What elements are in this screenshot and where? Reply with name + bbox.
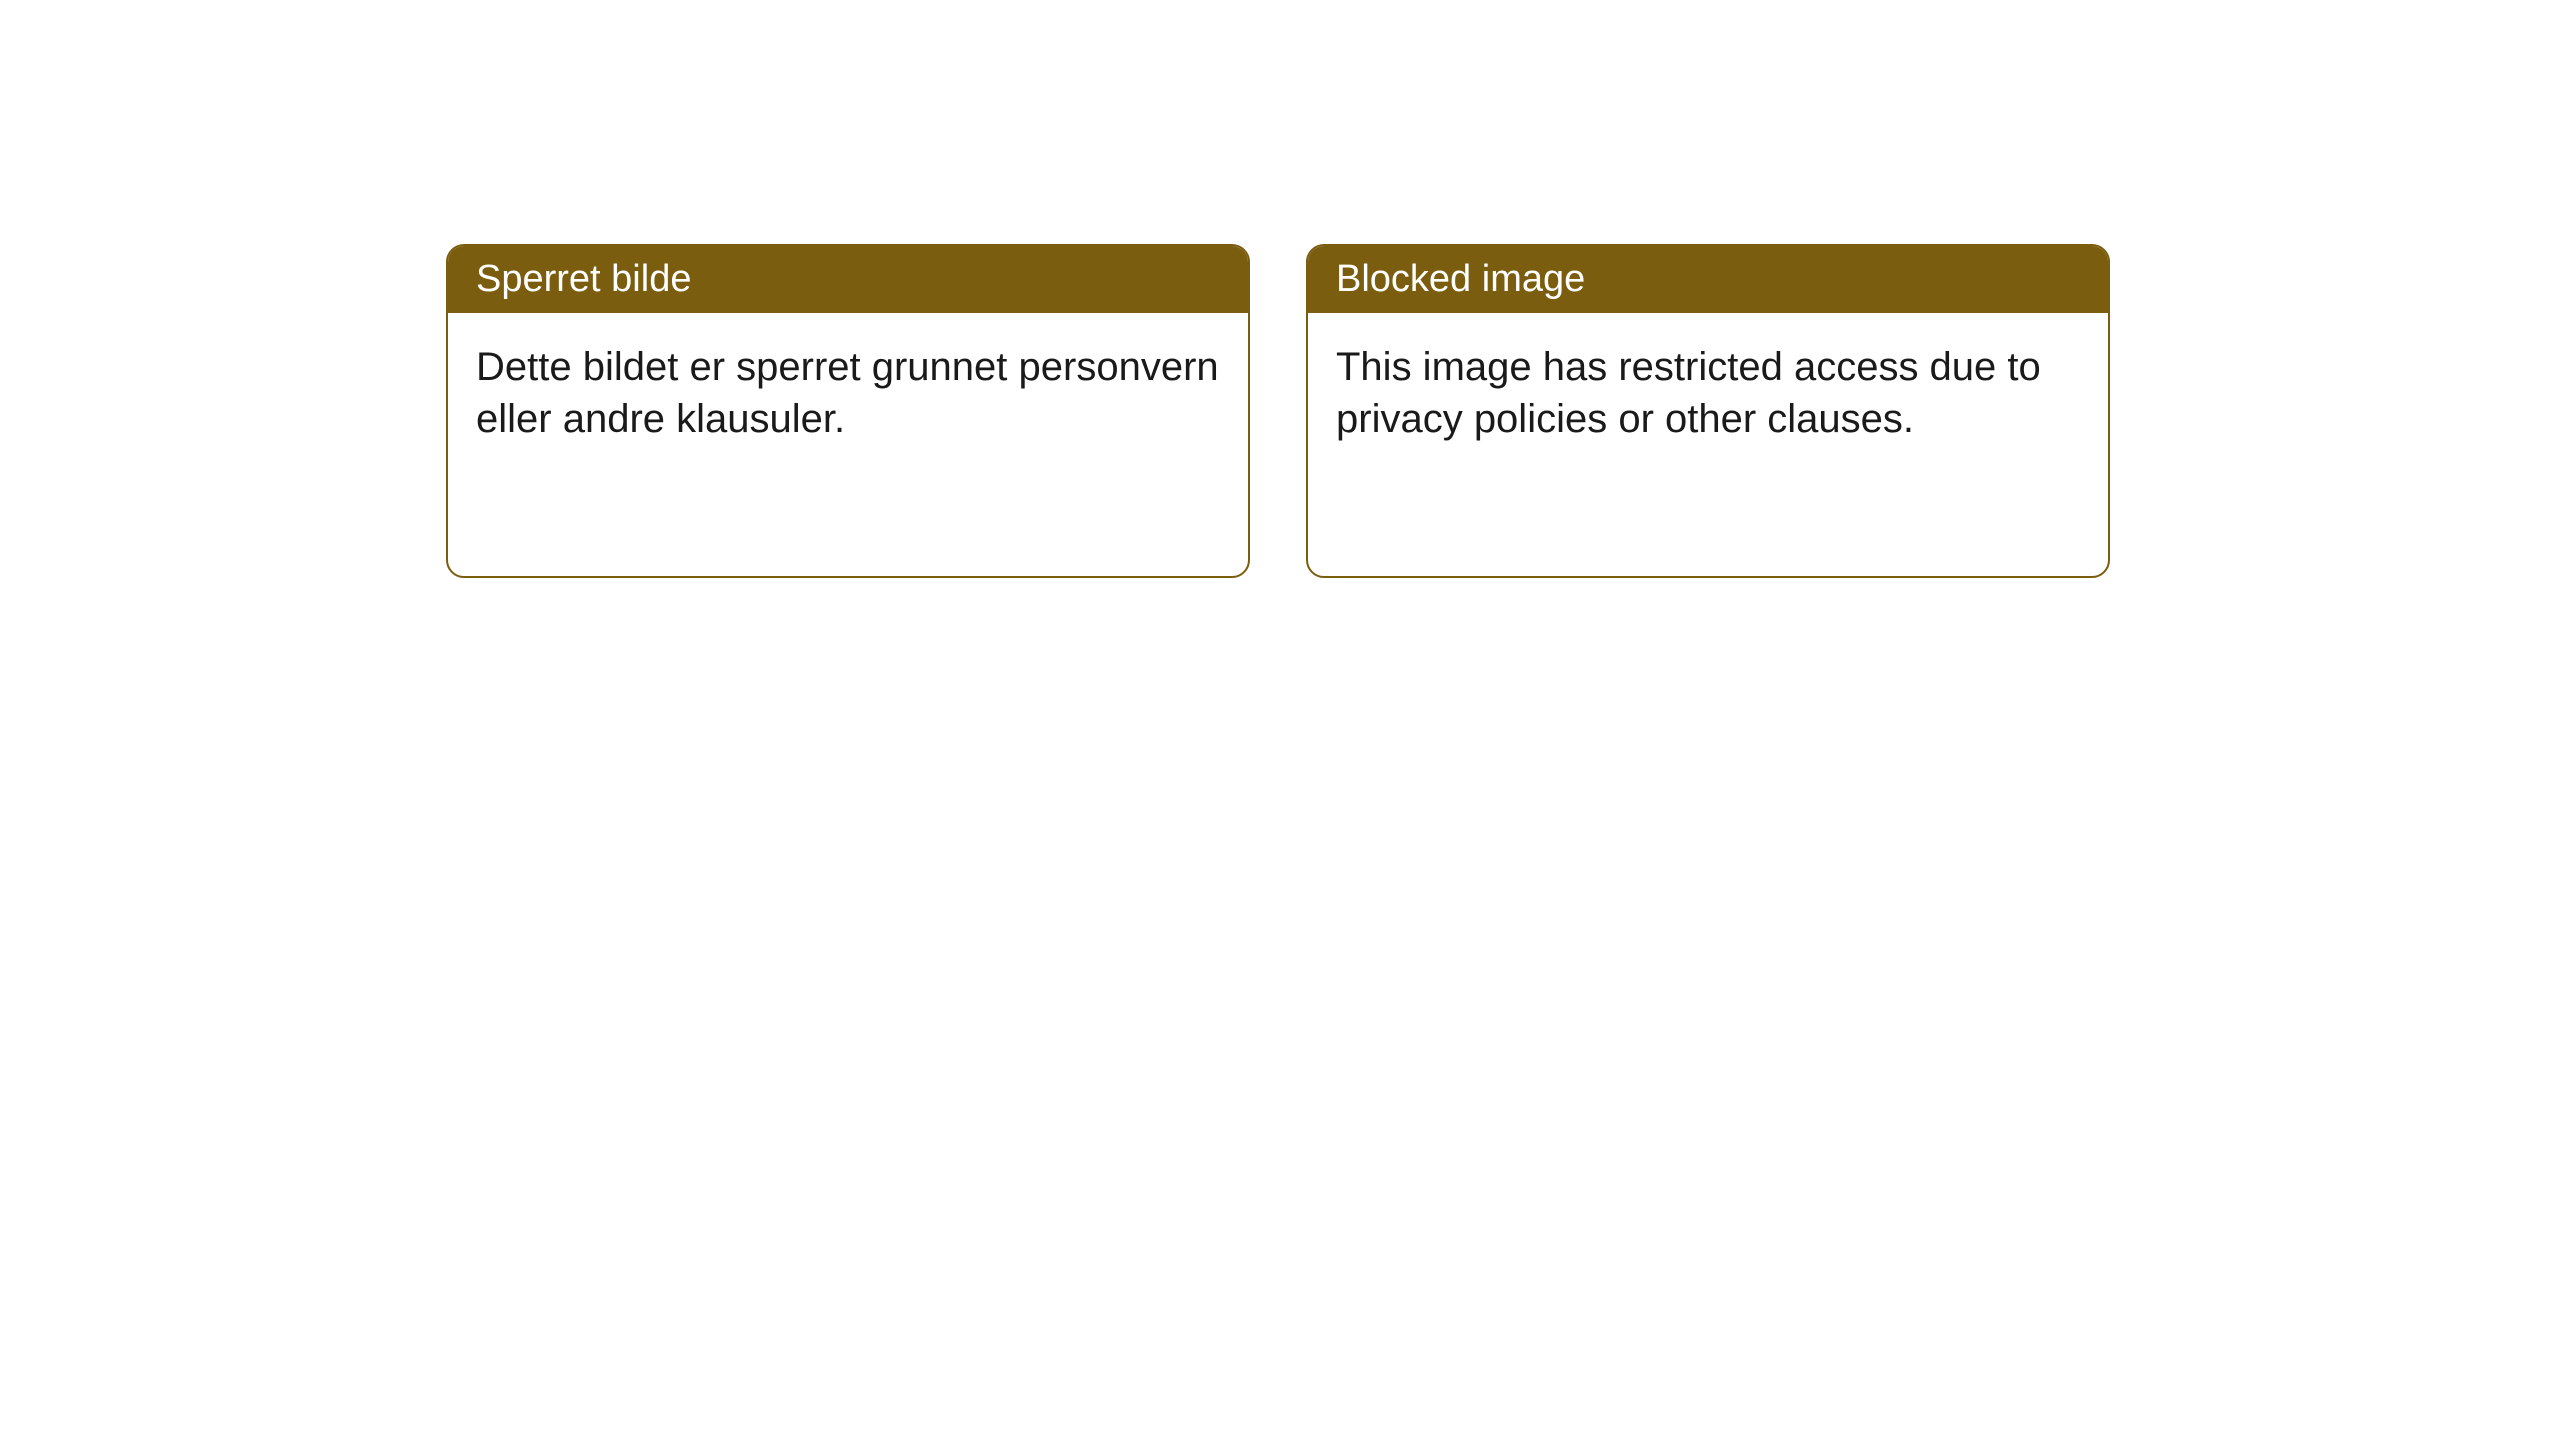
notice-card-body-text: Dette bildet er sperret grunnet personve… xyxy=(476,345,1219,441)
notice-card-header: Sperret bilde xyxy=(448,246,1248,313)
notice-card-english: Blocked image This image has restricted … xyxy=(1306,244,2110,578)
notice-card-title: Blocked image xyxy=(1336,258,1585,300)
notice-card-body: This image has restricted access due to … xyxy=(1308,313,2108,473)
notice-card-norwegian: Sperret bilde Dette bildet er sperret gr… xyxy=(446,244,1250,578)
notice-cards-container: Sperret bilde Dette bildet er sperret gr… xyxy=(446,244,2560,578)
notice-card-title: Sperret bilde xyxy=(476,258,691,300)
notice-card-body-text: This image has restricted access due to … xyxy=(1336,345,2041,441)
notice-card-body: Dette bildet er sperret grunnet personve… xyxy=(448,313,1248,473)
notice-card-header: Blocked image xyxy=(1308,246,2108,313)
